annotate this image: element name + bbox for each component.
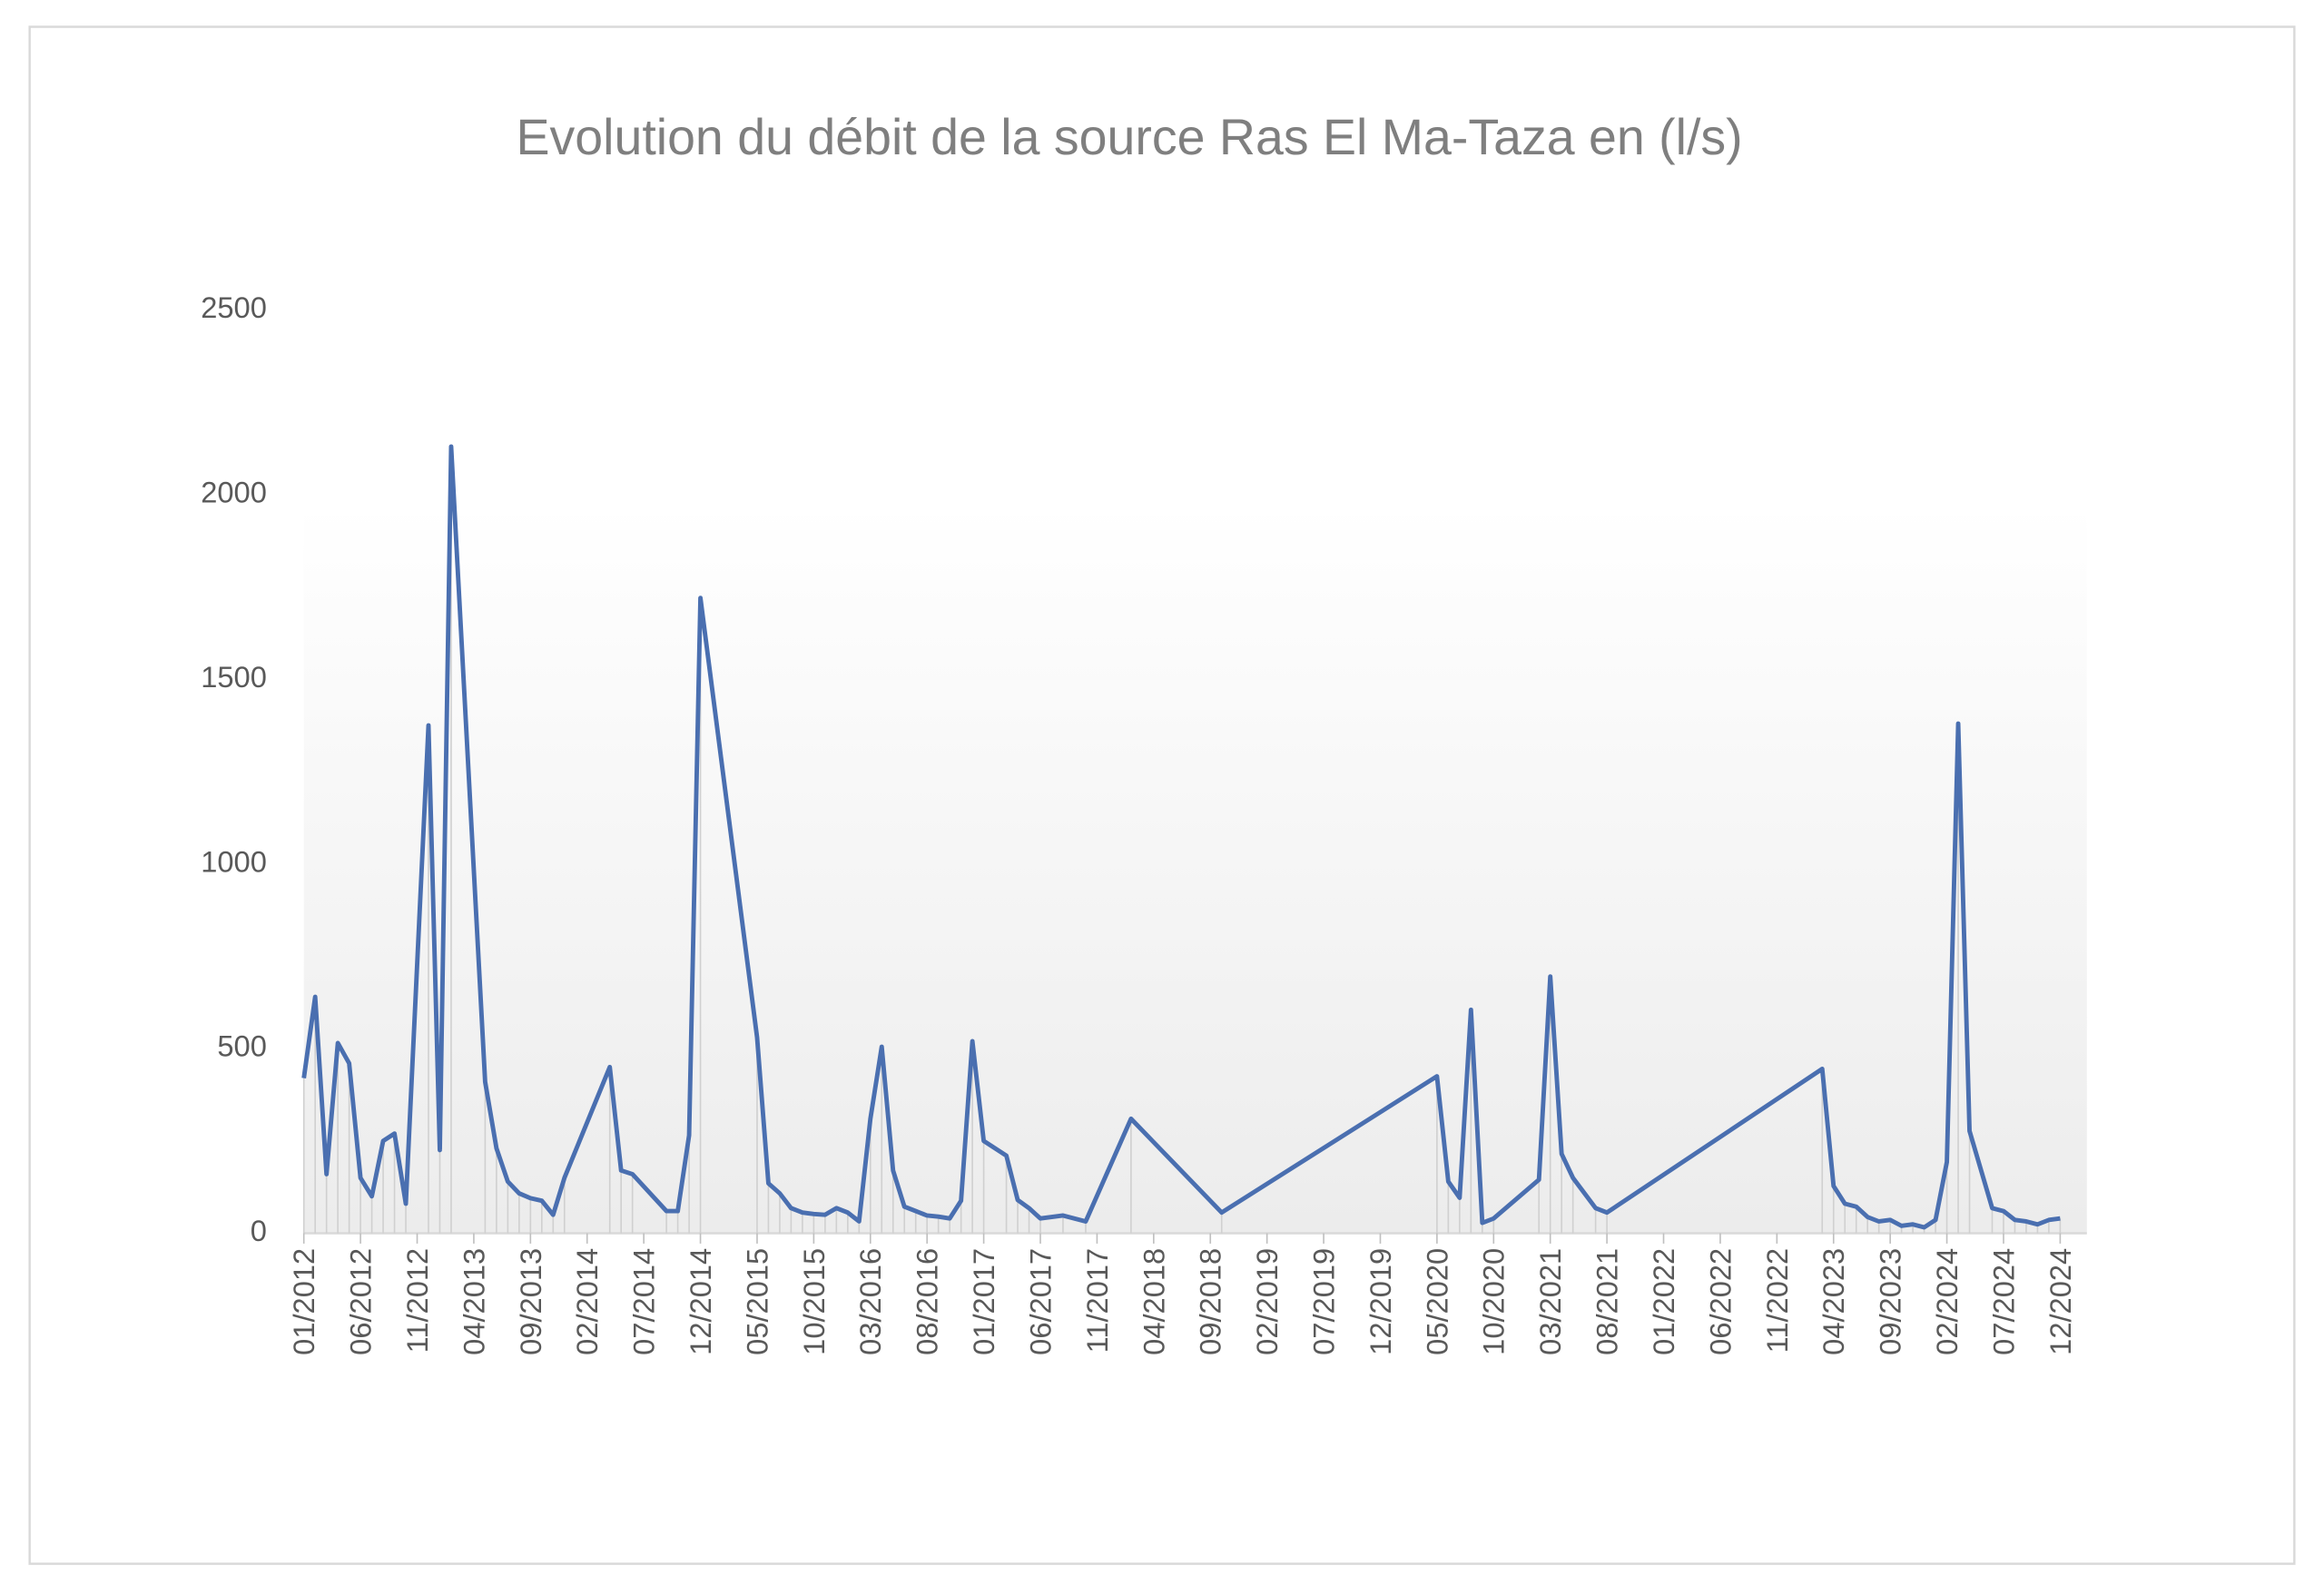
y-tick-label: 1000 (201, 844, 267, 878)
x-tick-label: 06/2012 (344, 1248, 378, 1355)
x-tick-label: 01/2017 (967, 1248, 1000, 1355)
x-tick-label: 05/2015 (740, 1248, 773, 1355)
y-tick-label: 2000 (201, 475, 267, 508)
x-tick-label: 08/2021 (1590, 1248, 1624, 1355)
x-tick-label: 04/2018 (1137, 1248, 1170, 1355)
x-tick-label: 12/2024 (2043, 1248, 2077, 1355)
y-tick-label: 1500 (201, 660, 267, 694)
x-tick-label: 02/2014 (570, 1248, 604, 1355)
x-tick-label: 04/2023 (1817, 1248, 1850, 1355)
plot-background (303, 504, 2087, 1234)
x-tick-label: 10/2015 (797, 1248, 831, 1355)
y-tick-label: 2500 (201, 290, 267, 324)
x-tick-label: 10/2020 (1477, 1248, 1511, 1355)
x-tick-label: 02/2019 (1250, 1248, 1284, 1355)
data-line (301, 444, 2061, 1230)
x-tick-label: 12/2014 (684, 1248, 717, 1355)
x-tick-label: 11/2017 (1080, 1248, 1114, 1354)
x-tick-label: 04/2013 (457, 1248, 490, 1355)
x-tick-label: 01/2012 (287, 1248, 320, 1355)
x-tick-label: 11/2012 (400, 1248, 434, 1354)
y-tick-label: 500 (217, 1029, 266, 1063)
x-tick-label: 09/2013 (514, 1248, 547, 1355)
x-tick-label: 01/2022 (1647, 1248, 1680, 1355)
x-tick-label: 07/2024 (1986, 1248, 2020, 1355)
x-tick-label: 02/2024 (1930, 1248, 1964, 1355)
x-tick-label: 09/2023 (1874, 1248, 1907, 1355)
x-tick-label: 05/2020 (1420, 1248, 1453, 1355)
x-tick-label: 07/2019 (1306, 1248, 1340, 1355)
y-tick-label: 0 (251, 1214, 267, 1247)
x-tick-label: 06/2017 (1023, 1248, 1057, 1355)
chart-title: Evolution du débit de la source Ras El M… (516, 109, 1742, 165)
x-tick-label: 07/2014 (627, 1248, 661, 1355)
x-tick-label: 08/2016 (911, 1248, 944, 1355)
x-tick-label: 09/2018 (1194, 1248, 1227, 1355)
x-tick-label: 11/2022 (1760, 1248, 1794, 1354)
x-tick-label: 03/2021 (1533, 1248, 1567, 1355)
x-tick-label: 12/2019 (1364, 1248, 1397, 1355)
x-tick-label: 03/2016 (853, 1248, 887, 1355)
x-tick-label: 06/2022 (1703, 1248, 1737, 1355)
